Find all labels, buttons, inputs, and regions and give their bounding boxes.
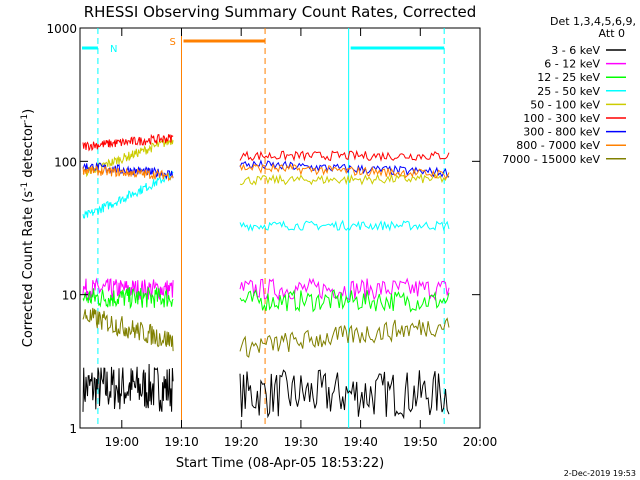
series-line-8-1 xyxy=(239,317,450,358)
series-lines xyxy=(82,133,450,420)
x-tick-label-3: 19:30 xyxy=(284,435,319,449)
series-line-4-1 xyxy=(239,172,450,186)
x-tick-label-6: 20:00 xyxy=(463,435,498,449)
series-line-2-1 xyxy=(239,289,450,313)
plot-frame xyxy=(79,27,481,429)
legend-label-8: 7000 - 15000 keV xyxy=(502,153,600,166)
series-line-5-0 xyxy=(82,133,174,152)
legend-label-5: 100 - 300 keV xyxy=(523,112,600,125)
legend-label-4: 50 - 100 keV xyxy=(530,98,600,111)
series-line-1-1 xyxy=(239,277,450,302)
y-axis-label-sup1: -1 xyxy=(20,182,30,191)
chart-title: RHESSI Observing Summary Count Rates, Co… xyxy=(84,3,477,21)
series-line-7-1 xyxy=(239,162,450,180)
flag-bars: NS xyxy=(82,37,445,55)
legend-header-detectors: Det 1,3,4,5,6,9, xyxy=(550,15,636,28)
x-tick-label-4: 19:40 xyxy=(343,435,378,449)
y-axis-ticks: 1 10 100 1000 xyxy=(46,22,480,436)
legend-label-0: 3 - 6 keV xyxy=(551,44,600,57)
legend-label-6: 300 - 800 keV xyxy=(523,126,600,139)
x-axis-ticks: 19:00 19:10 19:20 19:30 19:40 19:50 20:00 xyxy=(104,28,497,449)
x-tick-label-2: 19:20 xyxy=(224,435,259,449)
x-axis-label: Start Time (08-Apr-05 18:53:22) xyxy=(176,456,384,471)
y-axis-label-sup2: -1 xyxy=(20,114,30,123)
x-tick-label-5: 19:50 xyxy=(403,435,438,449)
series-line-0-0 xyxy=(82,363,174,412)
legend-label-3: 25 - 50 keV xyxy=(537,85,600,98)
series-line-8-0 xyxy=(82,307,174,352)
y-tick-label-0: 1 xyxy=(69,422,77,436)
legend-label-7: 800 - 7000 keV xyxy=(516,139,600,152)
series-line-1-0 xyxy=(82,277,174,301)
y-axis-label-main: Corrected Count Rate (s xyxy=(21,191,36,348)
x-tick-label-0: 19:00 xyxy=(104,435,139,449)
y-tick-label-3: 1000 xyxy=(46,22,77,36)
series-line-3-0 xyxy=(82,170,174,219)
legend-label-2: 12 - 25 keV xyxy=(537,71,600,84)
flag-label-N: N xyxy=(110,44,117,55)
series-line-7-0 xyxy=(82,165,174,182)
legend-label-1: 6 - 12 keV xyxy=(544,58,600,71)
series-line-5-1 xyxy=(239,149,450,162)
y-axis-label-end: ) xyxy=(21,109,36,114)
x-tick-label-1: 19:10 xyxy=(164,435,199,449)
series-line-4-0 xyxy=(82,138,174,178)
y-axis-label-mid: detector xyxy=(21,122,36,182)
series-line-2-0 xyxy=(82,287,174,310)
series-line-0-1 xyxy=(239,369,450,420)
y-tick-label-2: 100 xyxy=(54,155,77,169)
plot-area: NS 19:00 19:10 19:20 19:30 19:40 19:50 20:00 1… xyxy=(46,22,497,449)
legend-header-attenuator: Att 0 xyxy=(599,27,625,40)
y-tick-label-1: 10 xyxy=(62,289,77,303)
series-line-3-1 xyxy=(239,219,450,232)
y-axis-label: Corrected Count Rate (s-1 detector-1) xyxy=(20,109,36,347)
vertical-markers xyxy=(97,28,445,428)
footer-timestamp: 2-Dec-2019 19:53 xyxy=(564,469,636,478)
flag-label-S: S xyxy=(169,37,175,48)
